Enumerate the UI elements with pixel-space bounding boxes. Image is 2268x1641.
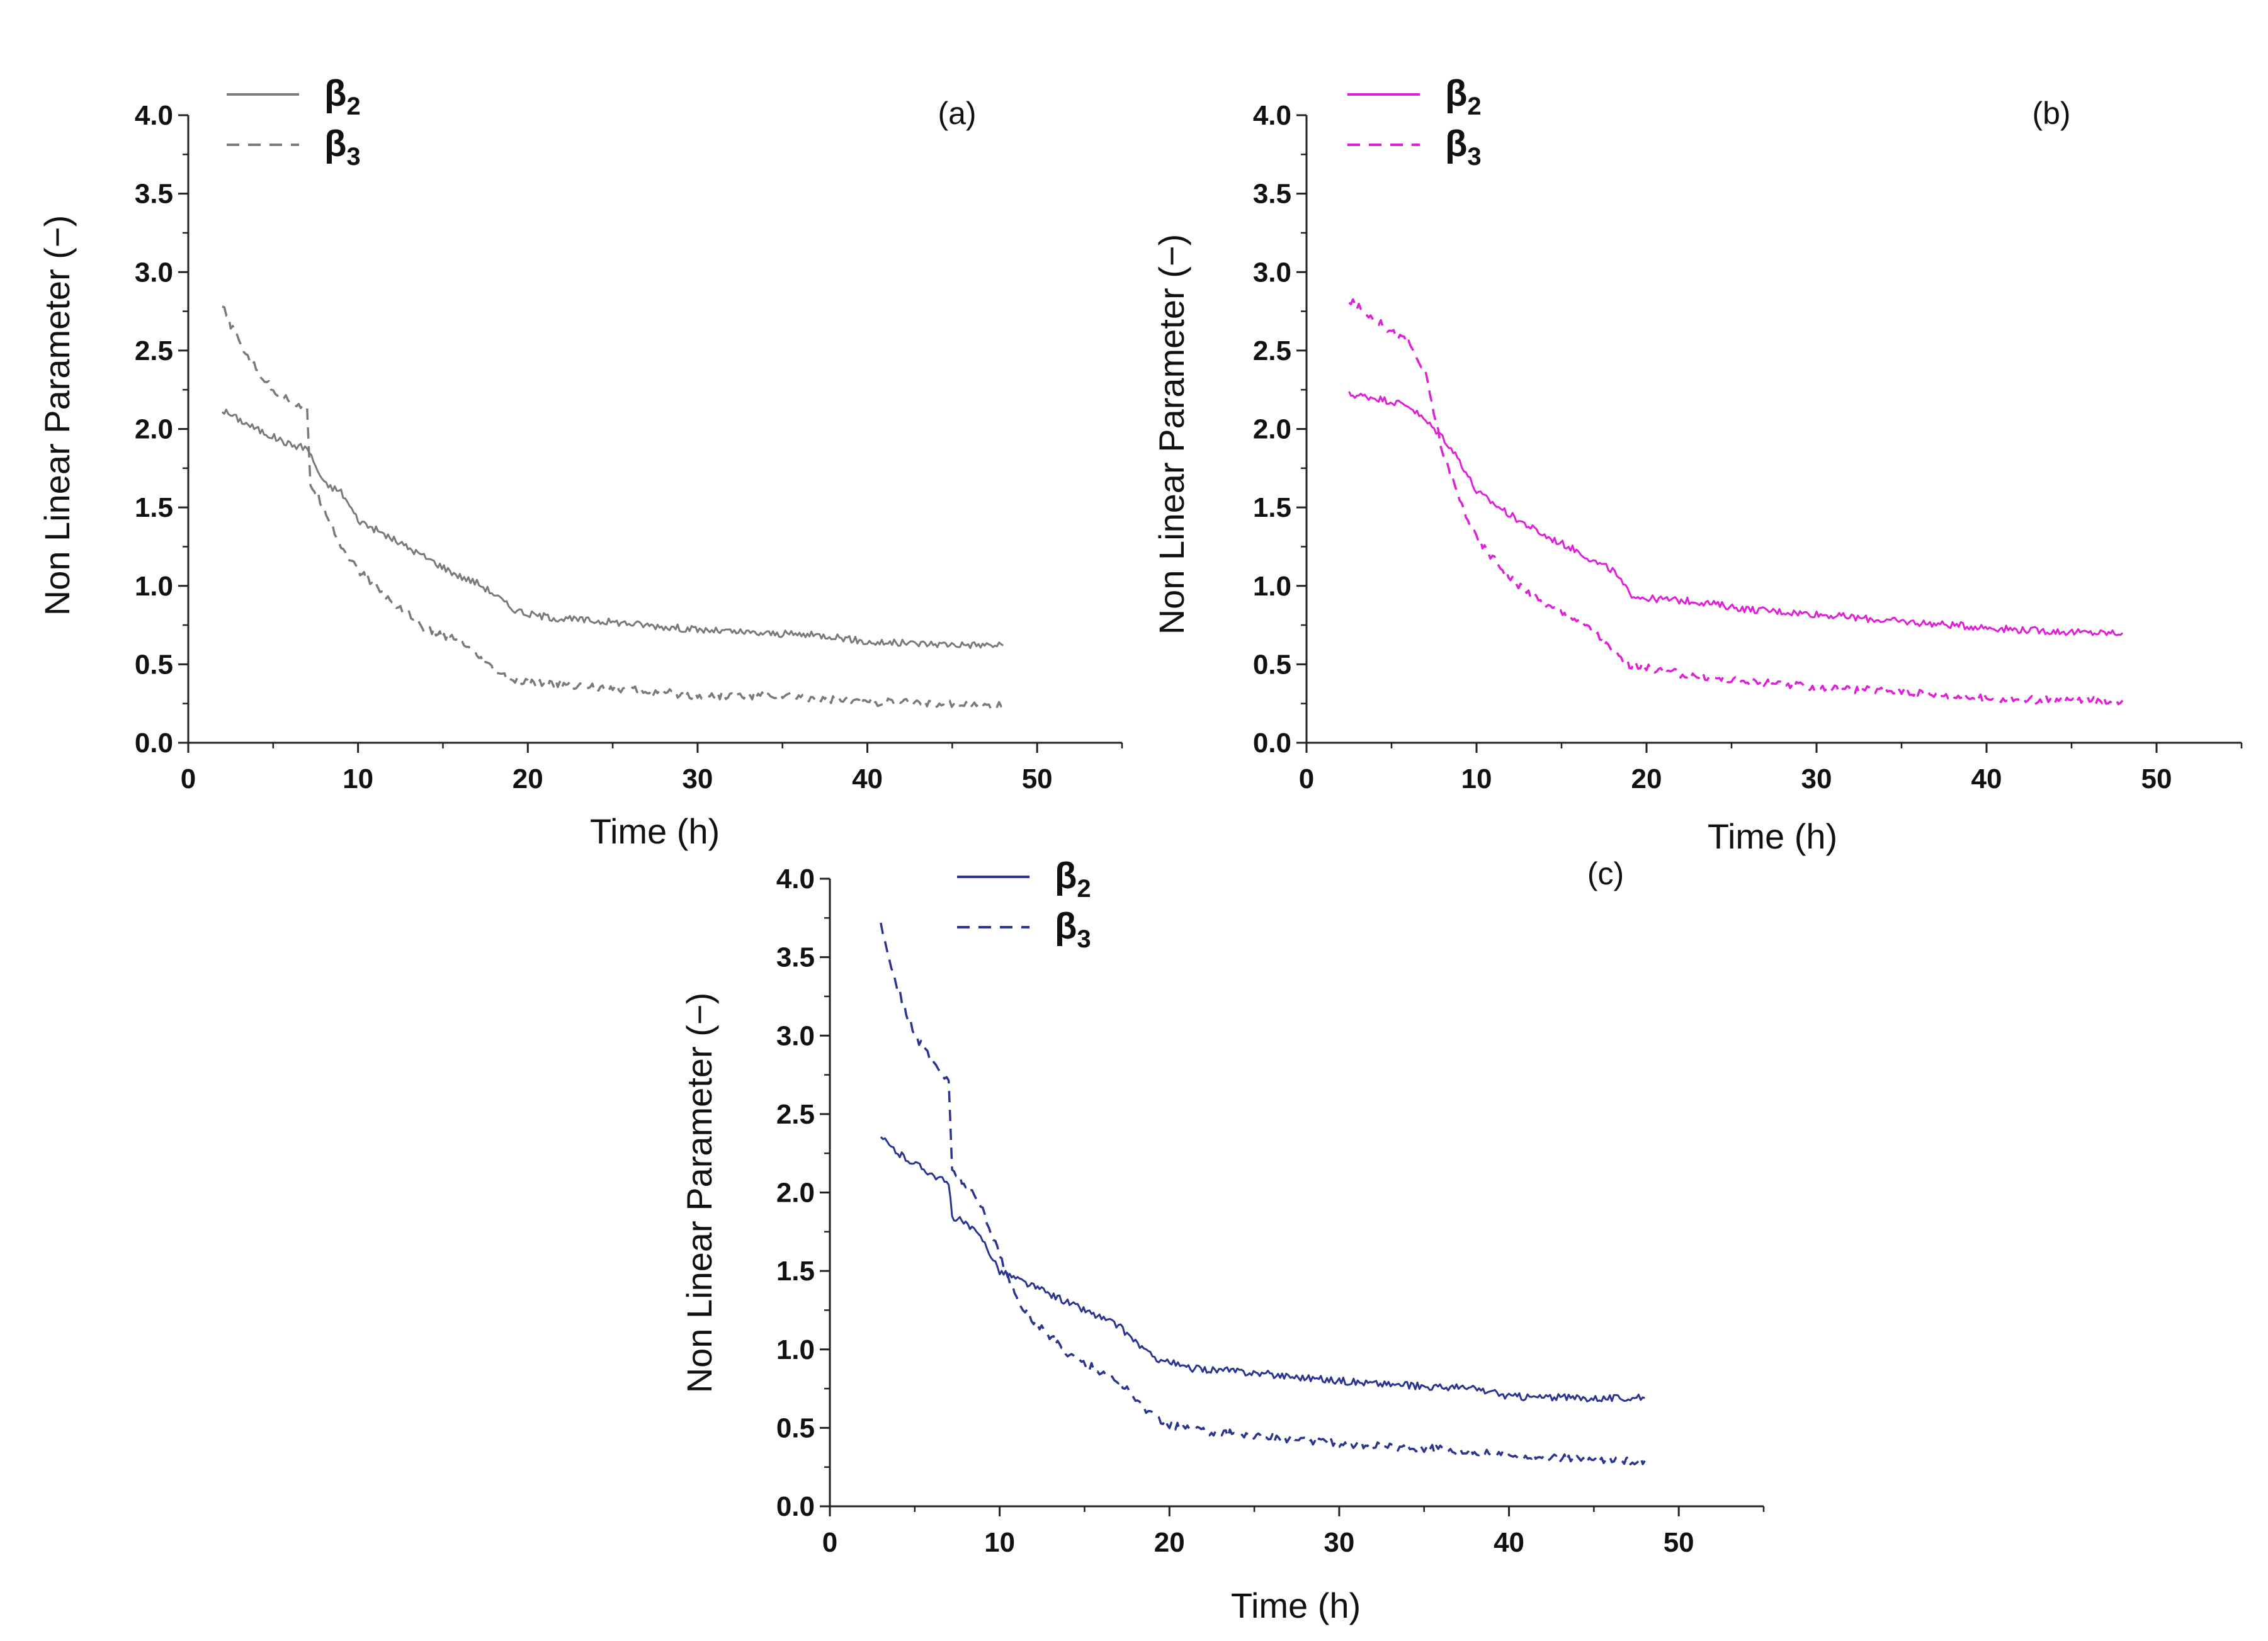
y-tick-label: 1.5 [1253,492,1291,523]
legend-label-base: β [1055,906,1077,947]
y-tick-label: 2.5 [776,1099,815,1130]
x-tick-label: 0 [181,764,196,794]
y-tick-label: 4.0 [135,100,173,131]
x-tick-label: 30 [682,764,713,794]
x-tick-label: 30 [1324,1527,1354,1558]
legend-label-subscript: 2 [1467,93,1481,120]
legend-label-base: β [1445,123,1467,164]
y-tick-label: 3.0 [1253,257,1291,288]
series-line-β2 [221,409,1004,650]
chart-panel-2: 0.0 0.5 1.0 1.5 2.0 2.5 3.0 3.5 4.0 0 10 20 30 40 50 Ti… [679,855,1765,1625]
y-tick-label: 0.0 [1253,728,1291,758]
legend-label-base: β [324,73,346,114]
x-tick-label: 40 [1971,764,2002,794]
panel-label: (a) [938,96,976,131]
y-tick-label: 1.5 [135,492,173,523]
x-tick-label: 10 [984,1527,1015,1558]
x-axis-title: Time (h) [1708,816,1837,856]
legend-label-β2: β2 [324,73,361,120]
legend-label-subscript: 3 [1467,143,1481,171]
legend-label-base: β [1055,855,1077,896]
y-axis-title: Non Linear Parameter (−) [1152,234,1191,635]
series-line-β2 [1348,391,2124,636]
legend-label-base: β [1445,73,1467,114]
legend-label-β3: β3 [1055,906,1091,953]
legend-label-subscript: 3 [1077,925,1091,953]
x-tick-label: 50 [2141,764,2172,794]
y-tick-label: 1.0 [135,571,173,602]
legend-label-β3: β3 [324,123,361,171]
y-tick-label: 2.5 [135,336,173,366]
panel-label: (b) [2032,96,2070,131]
chart-panel-0: 0.0 0.5 1.0 1.5 2.0 2.5 3.0 3.5 4.0 0 10 20 30 40 50 Ti… [37,73,1123,851]
y-tick-label: 3.5 [135,179,173,210]
y-tick-label: 1.0 [776,1334,815,1365]
x-tick-label: 30 [1801,764,1832,794]
x-axis-title: Time (h) [1231,1586,1361,1625]
chart-panel-1: 0.0 0.5 1.0 1.5 2.0 2.5 3.0 3.5 4.0 0 10 20 30 40 50 Ti… [1152,73,2243,856]
y-tick-label: 2.0 [135,414,173,445]
legend-label-β3: β3 [1445,123,1482,171]
x-axis-title: Time (h) [590,811,720,851]
x-tick-label: 20 [513,764,543,794]
x-tick-label: 10 [1461,764,1492,794]
y-tick-label: 3.5 [776,942,815,973]
y-tick-label: 2.0 [1253,414,1291,445]
x-tick-label: 20 [1631,764,1662,794]
x-tick-label: 50 [1022,764,1053,794]
x-tick-label: 10 [343,764,373,794]
x-tick-label: 20 [1154,1527,1185,1558]
y-tick-label: 3.5 [1253,179,1291,210]
series-line-β3 [880,922,1646,1466]
y-axis-title: Non Linear Parameter (−) [679,993,719,1394]
legend-label-subscript: 3 [346,143,360,171]
y-tick-label: 0.0 [776,1491,815,1522]
legend-label-subscript: 2 [346,93,360,120]
y-tick-label: 0.5 [1253,649,1291,680]
y-tick-label: 3.0 [776,1020,815,1051]
legend-label-β2: β2 [1445,73,1482,120]
x-tick-label: 0 [822,1527,837,1558]
y-tick-label: 0.0 [135,728,173,758]
panel-label: (c) [1587,856,1624,891]
y-tick-label: 4.0 [776,864,815,894]
y-tick-label: 1.0 [1253,571,1291,602]
y-tick-label: 2.0 [776,1178,815,1209]
y-tick-label: 0.5 [135,649,173,680]
legend-label-subscript: 2 [1077,875,1091,903]
y-tick-label: 4.0 [1253,100,1291,131]
series-line-β3 [222,305,1004,710]
x-tick-label: 40 [1494,1527,1524,1558]
y-tick-label: 0.5 [776,1413,815,1443]
legend-label-β2: β2 [1055,855,1091,903]
y-axis-title: Non Linear Parameter (−) [37,215,77,616]
legend-label-base: β [324,123,346,164]
x-tick-label: 40 [852,764,883,794]
x-tick-label: 50 [1664,1527,1694,1558]
x-tick-label: 0 [1299,764,1314,794]
y-tick-label: 1.5 [776,1256,815,1287]
series-line-β3 [1348,298,2124,706]
y-tick-label: 2.5 [1253,336,1291,366]
y-tick-label: 3.0 [135,257,173,288]
